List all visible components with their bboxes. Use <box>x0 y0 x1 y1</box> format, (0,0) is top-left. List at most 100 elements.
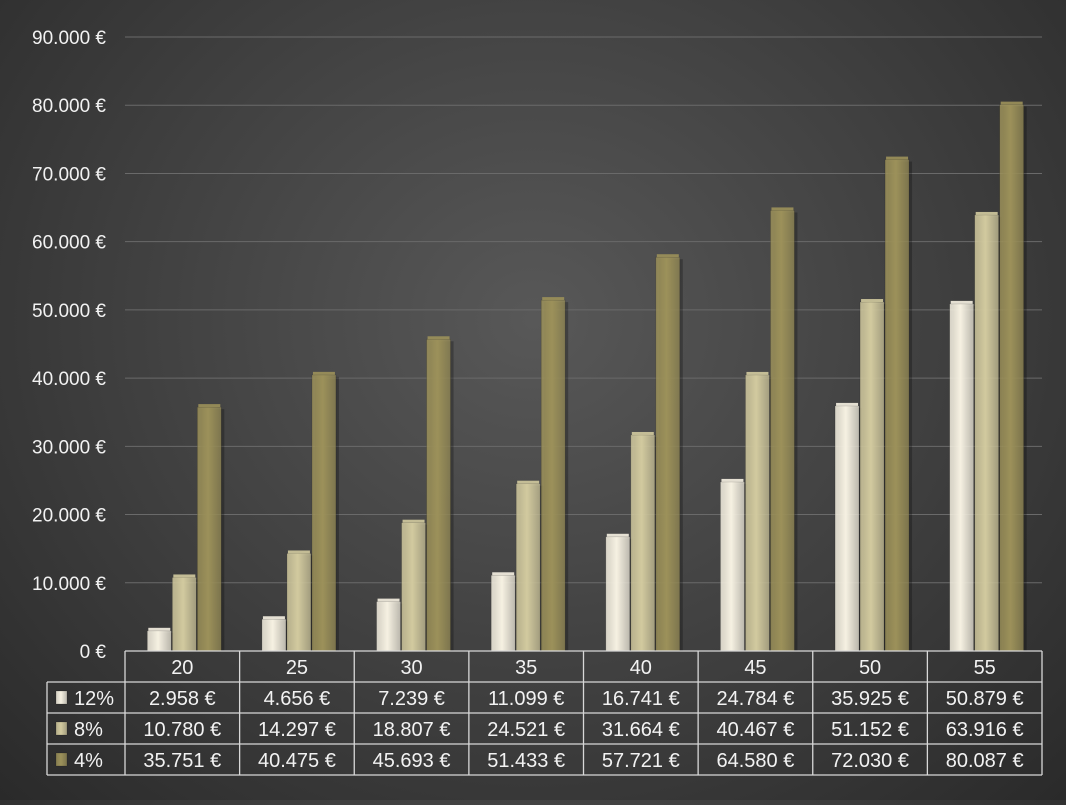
bar-top <box>746 371 769 375</box>
bar-4pct-35 <box>540 299 566 652</box>
x-category-label: 30 <box>400 657 422 679</box>
bar-top <box>377 598 400 602</box>
bar-top <box>606 533 629 537</box>
y-tick-label: 0 € <box>80 642 107 663</box>
bar-12pct-20 <box>147 630 172 652</box>
bar-top <box>173 574 196 578</box>
x-category-label: 45 <box>744 657 766 679</box>
table-cell-value: 40.467 € <box>717 719 795 741</box>
bar-8pct-50 <box>859 301 885 652</box>
bar-4pct-45 <box>770 210 795 652</box>
y-tick-label: 50.000 € <box>32 301 106 322</box>
bar-top <box>975 211 998 215</box>
bar-12pct-50 <box>834 405 860 652</box>
bar-12pct-25 <box>261 618 287 652</box>
y-tick-label: 40.000 € <box>32 369 106 390</box>
table-cell-value: 10.780 € <box>143 719 221 741</box>
table-cell-value: 14.297 € <box>258 719 336 741</box>
bar-top <box>721 478 744 482</box>
bar-top <box>542 297 565 301</box>
bar-top <box>287 550 310 554</box>
table-cell-value: 40.475 € <box>258 750 336 772</box>
table-cell-value: 18.807 € <box>373 719 451 741</box>
bar-4pct-25 <box>311 374 337 652</box>
table-cell-value: 4.656 € <box>264 688 331 710</box>
bar-top <box>836 402 859 406</box>
x-category-label: 20 <box>171 657 193 679</box>
bar-top <box>427 336 450 340</box>
bar-top <box>950 300 973 304</box>
bar-8pct-30 <box>401 522 426 652</box>
bar-top <box>886 156 909 160</box>
legend-key <box>55 752 68 767</box>
y-tick-label: 60.000 € <box>32 233 106 254</box>
table-cell-value: 7.239 € <box>378 688 445 710</box>
bar-8pct-40 <box>630 434 656 652</box>
bar-top <box>517 480 540 484</box>
table-cell-value: 35.751 € <box>143 750 221 772</box>
table-cell-value: 45.693 € <box>373 750 451 772</box>
x-category-label: 25 <box>286 657 308 679</box>
bar-4pct-50 <box>884 159 910 652</box>
x-category-label: 55 <box>974 657 996 679</box>
bars-layer <box>147 101 1027 652</box>
bar-12pct-30 <box>376 601 401 652</box>
bar-12pct-55 <box>949 303 974 652</box>
legend-key <box>55 690 68 705</box>
table-cell-value: 24.521 € <box>487 719 565 741</box>
y-tick-label: 30.000 € <box>32 437 106 458</box>
bar-top <box>198 404 221 408</box>
table-cell-value: 80.087 € <box>946 750 1024 772</box>
y-tick-label: 10.000 € <box>32 574 106 595</box>
legend-label: 8% <box>74 719 103 741</box>
legend-label: 12% <box>74 688 114 710</box>
bar-top <box>312 371 335 375</box>
table-cell-value: 51.433 € <box>487 750 565 772</box>
bar-top <box>262 616 285 620</box>
bar-12pct-35 <box>490 574 516 652</box>
table-cell-value: 16.741 € <box>602 688 680 710</box>
y-tick-label: 20.000 € <box>32 506 106 527</box>
table-cell-value: 64.580 € <box>717 750 795 772</box>
table-cell-value: 31.664 € <box>602 719 680 741</box>
bar-top <box>631 431 654 435</box>
bar-top <box>492 572 515 576</box>
bar-top <box>148 627 171 631</box>
legend-label: 4% <box>74 750 103 772</box>
bar-12pct-45 <box>720 481 745 652</box>
table-cell-value: 35.925 € <box>831 688 909 710</box>
x-category-label: 50 <box>859 657 881 679</box>
bar-top <box>771 207 794 211</box>
legend-key <box>55 721 68 736</box>
x-category-label: 40 <box>630 657 652 679</box>
bar-4pct-30 <box>426 338 451 652</box>
x-category-label: 35 <box>515 657 537 679</box>
bar-top <box>1000 101 1023 105</box>
bar-8pct-20 <box>172 577 197 652</box>
table-cell-value: 51.152 € <box>831 719 909 741</box>
table-cell-value: 11.099 € <box>488 688 564 710</box>
bar-4pct-40 <box>655 256 681 652</box>
grid-layer <box>125 36 1042 584</box>
bar-4pct-55 <box>999 104 1024 652</box>
bar-8pct-35 <box>515 483 541 652</box>
bar-8pct-55 <box>974 214 999 652</box>
bar-8pct-25 <box>286 553 312 652</box>
y-tick-label: 80.000 € <box>32 96 106 117</box>
y-axis-ticks: 0 € 10.000 € 20.000 € 30.000 € 40.000 € 50.00… <box>32 28 106 663</box>
y-tick-label: 90.000 € <box>32 28 106 49</box>
bar-4pct-20 <box>197 406 222 652</box>
table-cell-value: 2.958 € <box>149 688 216 710</box>
bar-8pct-45 <box>745 374 770 652</box>
table-cell-value: 63.916 € <box>946 719 1024 741</box>
bar-top <box>861 299 884 303</box>
table-cell-value: 57.721 € <box>602 750 680 772</box>
bar-12pct-40 <box>605 536 631 652</box>
bar-top <box>656 254 679 258</box>
bar-top <box>402 519 425 523</box>
table-cell-value: 24.784 € <box>717 688 795 710</box>
table-cell-value: 72.030 € <box>831 750 909 772</box>
y-tick-label: 70.000 € <box>32 164 106 185</box>
